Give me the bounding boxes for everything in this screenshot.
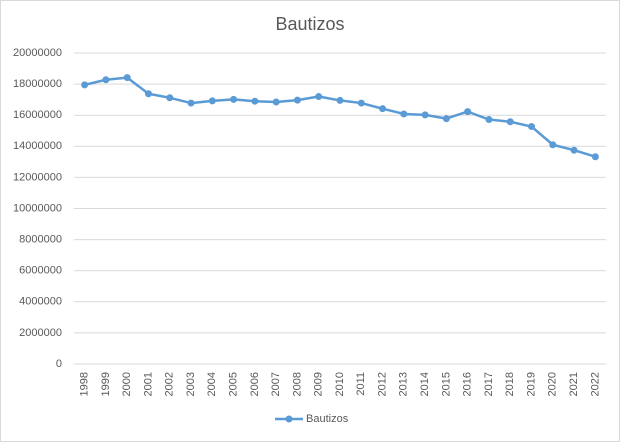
point — [464, 108, 472, 116]
x-tick-label: 2010 — [334, 372, 346, 396]
y-tick-label: 12000000 — [13, 171, 62, 183]
point — [336, 96, 344, 104]
x-tick-label: 2014 — [419, 372, 431, 396]
y-tick-label: 20000000 — [13, 47, 62, 59]
point — [166, 94, 174, 102]
x-tick-label: 2002 — [164, 372, 176, 396]
y-tick-label: 4000000 — [19, 296, 62, 308]
x-tick-label: 2020 — [547, 372, 559, 396]
point — [272, 98, 280, 106]
x-tick-label: 2000 — [121, 372, 133, 396]
x-tick-label: 2013 — [398, 372, 410, 396]
x-tick-label: 2021 — [568, 372, 580, 396]
point — [357, 99, 365, 107]
x-tick-label: 1999 — [100, 372, 112, 396]
x-tick-label: 2019 — [525, 372, 537, 396]
x-tick-label: 2015 — [440, 372, 452, 396]
point — [591, 153, 599, 161]
point — [421, 111, 429, 119]
point — [144, 90, 152, 98]
legend-label: Bautizos — [306, 413, 349, 425]
point — [315, 93, 323, 101]
point — [187, 99, 195, 107]
point — [230, 95, 238, 103]
point — [485, 116, 493, 124]
point — [400, 110, 408, 118]
point — [570, 146, 578, 154]
chart-title: Bautizos — [275, 14, 344, 34]
x-tick-label: 2008 — [291, 372, 303, 396]
x-tick-label: 2022 — [589, 372, 601, 396]
x-tick-label: 1998 — [79, 372, 91, 396]
x-tick-label: 2001 — [142, 372, 154, 396]
x-tick-label: 2003 — [185, 372, 197, 396]
y-tick-label: 16000000 — [13, 109, 62, 121]
x-tick-label: 2007 — [270, 372, 282, 396]
x-tick-label: 2011 — [355, 372, 367, 396]
point — [506, 118, 514, 126]
y-tick-label: 10000000 — [13, 202, 62, 214]
point — [442, 115, 450, 123]
point — [528, 123, 536, 131]
point — [251, 97, 259, 105]
point — [102, 76, 110, 84]
y-tick-label: 8000000 — [19, 234, 62, 246]
point — [379, 105, 387, 113]
y-tick-label: 2000000 — [19, 327, 62, 339]
x-tick-label: 2009 — [313, 372, 325, 396]
y-tick-label: 6000000 — [19, 265, 62, 277]
x-tick-label: 2018 — [504, 372, 516, 396]
legend-marker — [285, 415, 293, 423]
x-tick-label: 2005 — [228, 372, 240, 396]
x-tick-label: 2006 — [249, 372, 261, 396]
point — [293, 96, 301, 104]
point — [123, 74, 131, 82]
y-tick-label: 18000000 — [13, 78, 62, 90]
x-tick-label: 2012 — [376, 372, 388, 396]
y-tick-label: 14000000 — [13, 140, 62, 152]
x-tick-label: 2004 — [206, 372, 218, 396]
y-tick-label: 0 — [56, 358, 62, 370]
point — [81, 81, 89, 89]
point — [549, 141, 557, 149]
x-tick-label: 2017 — [483, 372, 495, 396]
point — [208, 97, 216, 105]
x-tick-label: 2016 — [462, 372, 474, 396]
